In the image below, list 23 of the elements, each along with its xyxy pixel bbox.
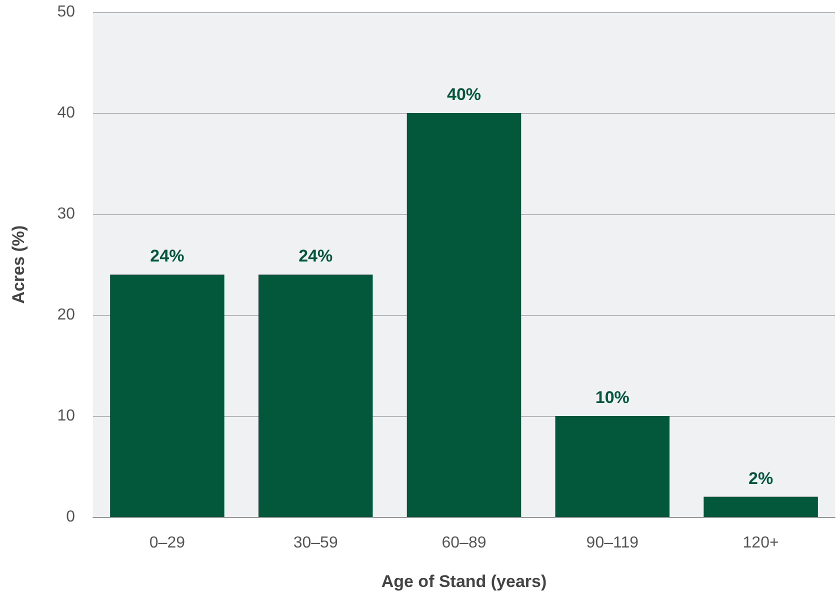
- y-tick-label: 30: [57, 206, 76, 222]
- bar: [704, 496, 818, 517]
- bar: [406, 113, 522, 517]
- x-tick-label: 30–59: [293, 534, 338, 552]
- y-tick-label: 50: [57, 4, 76, 20]
- x-tick-label: 90–119: [586, 534, 639, 552]
- y-tick-label: 10: [57, 408, 76, 424]
- x-tick-label: 60–89: [442, 534, 486, 552]
- bar: [555, 416, 670, 517]
- y-tick-label: 20: [57, 306, 76, 324]
- data-label: 24%: [298, 246, 333, 266]
- y-axis-title: Acres (%): [9, 225, 28, 304]
- y-tick-label: 40: [57, 104, 76, 122]
- y-tick-label: 0: [66, 508, 76, 526]
- x-axis-title: Age of Stand (years): [381, 572, 547, 591]
- data-label: 40%: [446, 85, 482, 104]
- data-label: 2%: [748, 468, 774, 488]
- data-label: 24%: [150, 246, 184, 266]
- bar: [110, 274, 224, 517]
- x-tick-label: 0–29: [149, 534, 186, 552]
- bar: [258, 274, 373, 517]
- data-label: 10%: [595, 388, 630, 407]
- x-tick-label: 120+: [742, 534, 779, 552]
